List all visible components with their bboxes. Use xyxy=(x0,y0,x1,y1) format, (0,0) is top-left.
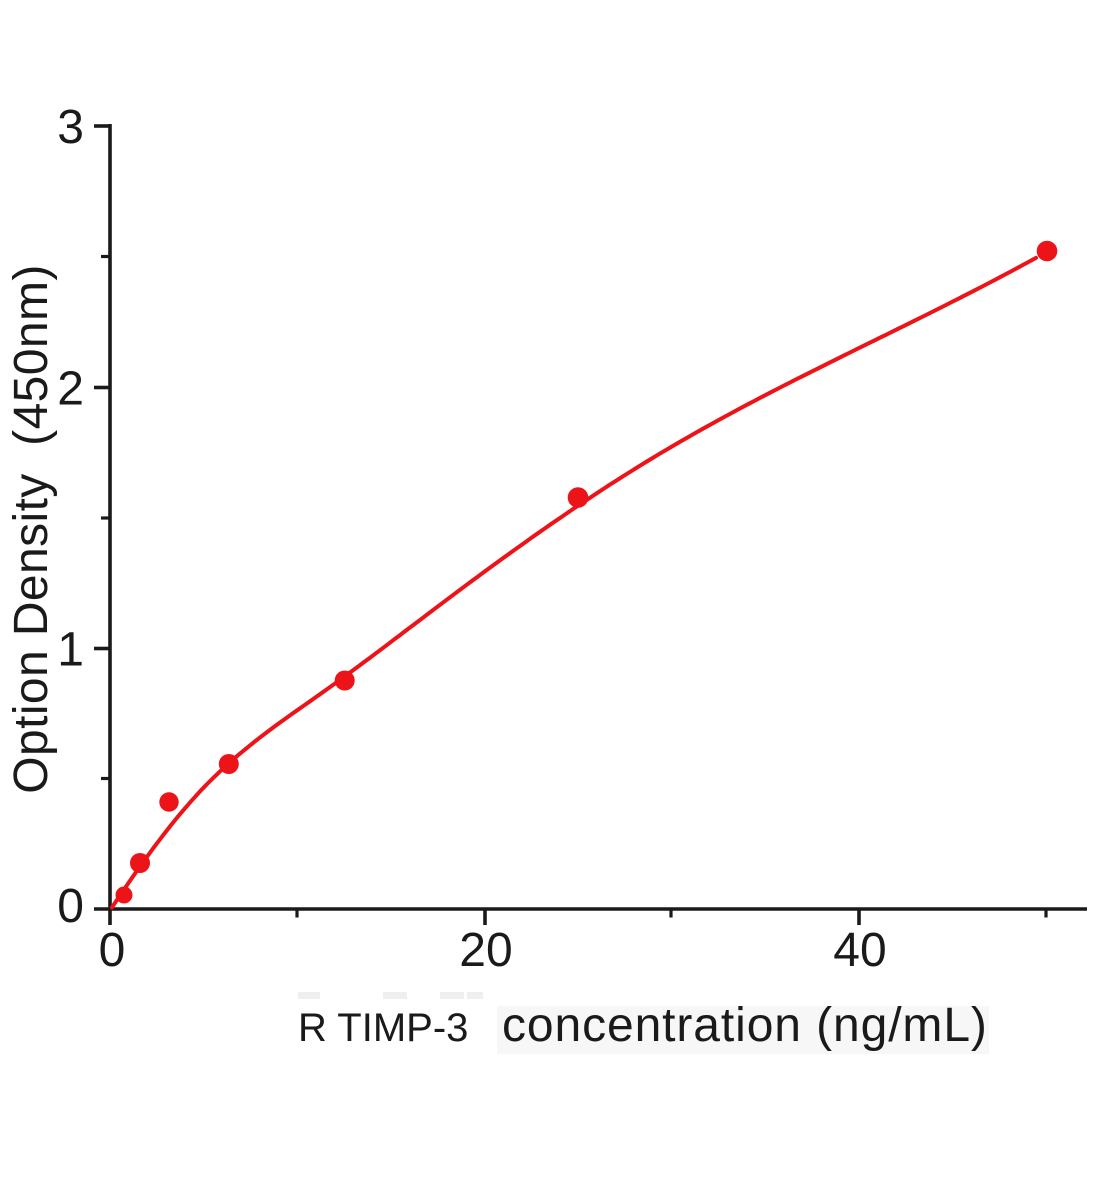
svg-text:20: 20 xyxy=(459,924,512,977)
svg-text:3: 3 xyxy=(57,101,84,154)
svg-text:2: 2 xyxy=(57,363,84,416)
svg-text:1: 1 xyxy=(57,624,84,677)
svg-text:concentration (ng/mL): concentration (ng/mL) xyxy=(502,999,988,1052)
svg-text:0: 0 xyxy=(99,924,126,977)
svg-text:R TIMP-3: R TIMP-3 xyxy=(298,1006,468,1050)
svg-text:40: 40 xyxy=(833,924,886,977)
svg-text:Option Density (450nm): Option Density (450nm) xyxy=(5,264,58,793)
svg-text:0: 0 xyxy=(57,880,84,933)
